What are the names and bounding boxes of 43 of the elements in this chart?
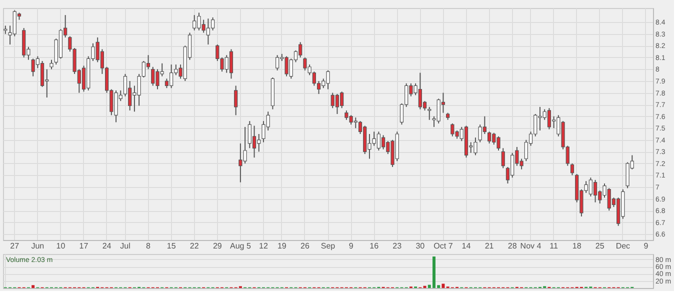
x-tick-label: 18 bbox=[572, 242, 582, 250]
x-tick-label: 30 bbox=[416, 242, 426, 250]
x-tick-label: Aug 5 bbox=[230, 242, 252, 250]
candlestick bbox=[276, 54, 280, 71]
x-tick-label: 17 bbox=[79, 242, 89, 250]
candlestick bbox=[40, 60, 44, 88]
candlestick bbox=[501, 148, 505, 169]
x-tick-label: 21 bbox=[484, 242, 494, 250]
candlestick bbox=[428, 106, 432, 120]
x-tick-label: 12 bbox=[259, 242, 268, 250]
x-tick-label: 27 bbox=[10, 242, 20, 250]
x-tick-label: 15 bbox=[166, 242, 176, 250]
x-tick-label: Oct 7 bbox=[434, 242, 454, 250]
x-tick-label: Jul bbox=[120, 242, 131, 250]
x-tick-label: 9 bbox=[348, 242, 354, 250]
x-tick-label: 29 bbox=[212, 242, 222, 250]
x-tick-label: Jun bbox=[31, 242, 44, 250]
x-tick-label: 19 bbox=[277, 242, 287, 250]
candlestick bbox=[570, 162, 574, 176]
x-tick-label: Nov 4 bbox=[520, 242, 542, 250]
x-tick-label: 23 bbox=[392, 242, 402, 250]
x-tick-label: Sep bbox=[320, 242, 336, 250]
candlestick bbox=[593, 179, 598, 203]
candlestick bbox=[229, 48, 234, 80]
candlestick bbox=[252, 125, 256, 158]
candlestick bbox=[50, 59, 54, 70]
x-tick-label: 8 bbox=[146, 242, 152, 250]
x-tick-label: 11 bbox=[550, 242, 559, 250]
bar bbox=[32, 285, 35, 288]
x-tick-label: 26 bbox=[300, 242, 310, 250]
x-tick-label: 9 bbox=[644, 242, 649, 250]
x-tick-label: 24 bbox=[102, 242, 112, 250]
x-tick-label: 14 bbox=[462, 242, 472, 250]
bar bbox=[442, 284, 445, 288]
candlestick bbox=[335, 93, 340, 114]
x-tick-label: 25 bbox=[595, 242, 605, 250]
candlestick bbox=[487, 131, 492, 144]
x-tick-label: 10 bbox=[56, 242, 66, 250]
candlestick bbox=[234, 85, 238, 116]
x-tick-label: 28 bbox=[508, 242, 518, 250]
x-tick-label: Dec bbox=[616, 242, 630, 250]
x-tick-label: 16 bbox=[370, 242, 380, 250]
x-tick-label: 22 bbox=[190, 242, 200, 250]
